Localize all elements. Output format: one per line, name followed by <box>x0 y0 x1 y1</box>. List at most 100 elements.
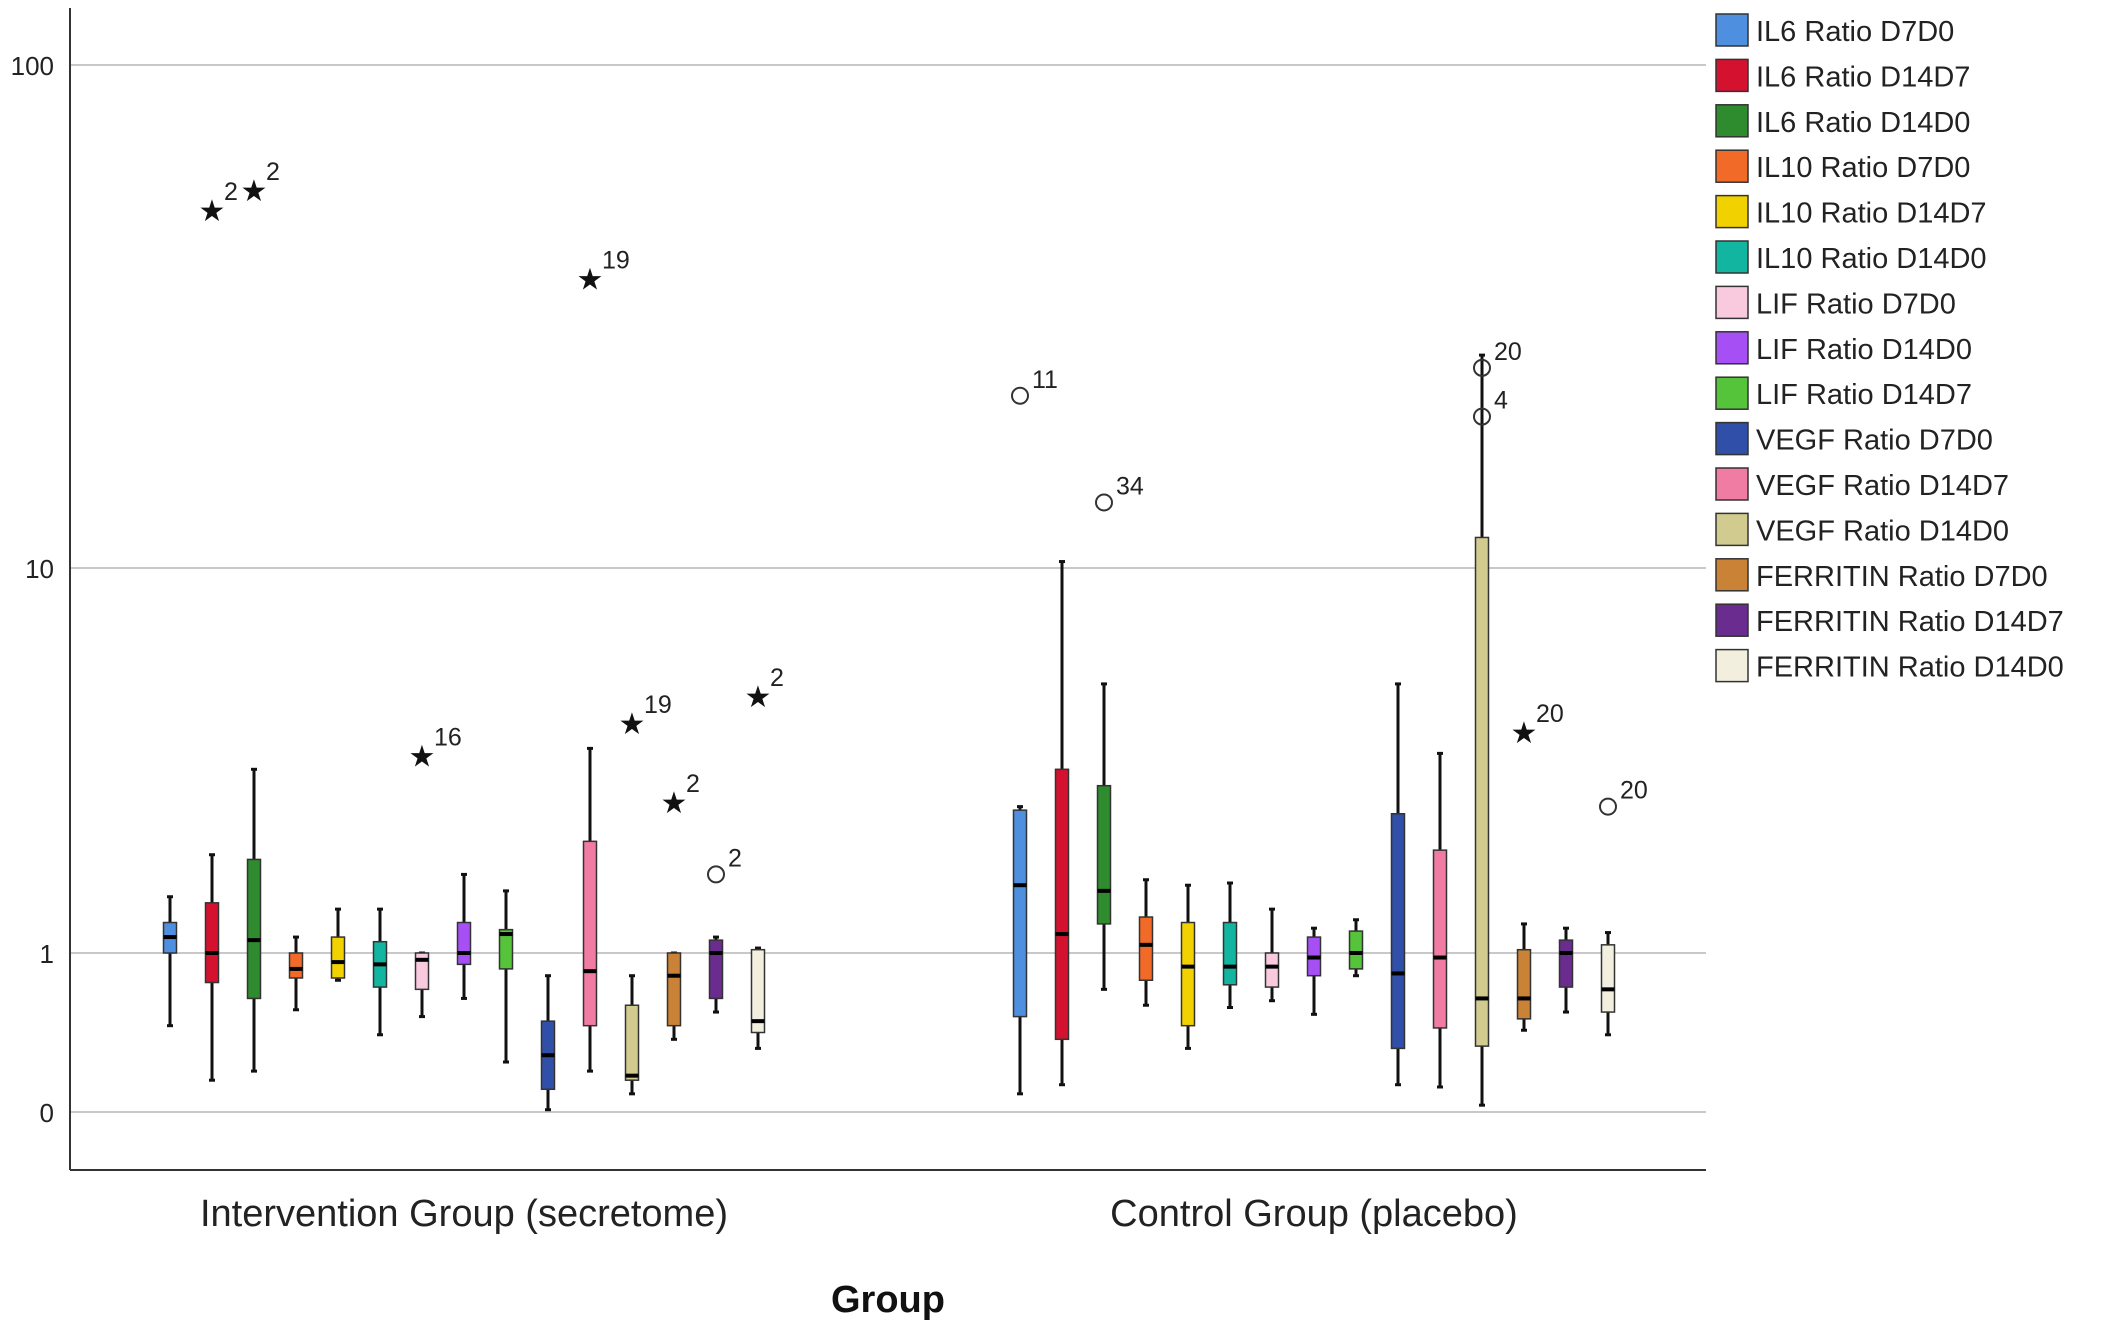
box-body <box>1600 944 1616 1013</box>
legend-label: VEGF Ratio D14D7 <box>1756 470 2009 502</box>
legend-label: IL10 Ratio D14D0 <box>1756 243 1987 275</box>
legend-label: IL6 Ratio D14D7 <box>1756 61 1970 93</box>
box-ferritin-ratio-d14d0 <box>1600 931 1616 1037</box>
outlier-label: 2 <box>770 664 784 692</box>
box-body <box>1348 930 1364 970</box>
box-vegf-ratio-d7d0 <box>1390 682 1406 1087</box>
legend-item: LIF Ratio D7D0 <box>1715 285 1956 320</box>
outlier-label: 2 <box>686 770 700 798</box>
outlier-circle <box>1473 407 1491 426</box>
legend-label: LIF Ratio D7D0 <box>1756 288 1956 320</box>
outlier-star: ★ <box>199 195 226 228</box>
outlier-label: 19 <box>644 691 672 719</box>
box-ferritin-ratio-d7d0 <box>1516 922 1532 1032</box>
box-lif-ratio-d7d0 <box>1264 907 1280 1003</box>
legend-swatch <box>1715 467 1749 501</box>
box-ferritin-ratio-d14d0 <box>750 946 766 1050</box>
box-ferritin-ratio-d14d7 <box>1558 926 1574 1014</box>
legend-label: IL6 Ratio D14D0 <box>1756 107 1970 139</box>
outlier-label: 20 <box>1494 338 1522 366</box>
outlier-label: 2 <box>728 844 742 872</box>
box-il10-ratio-d14d0 <box>372 907 388 1037</box>
box-lif-ratio-d14d0 <box>1306 926 1322 1016</box>
box-body <box>708 939 724 1000</box>
box-il10-ratio-d7d0 <box>288 935 304 1012</box>
box-body <box>1516 948 1532 1020</box>
box-body <box>750 948 766 1034</box>
box-body <box>582 840 598 1027</box>
x-category-label: Intervention Group (secretome) <box>200 1193 728 1235</box>
outlier-label: 20 <box>1620 777 1648 805</box>
legend-item: IL10 Ratio D14D0 <box>1715 240 1987 275</box>
plot-area <box>162 353 1616 1112</box>
legend-label: IL10 Ratio D14D7 <box>1756 198 1987 230</box>
box-il6-ratio-d14d0 <box>1096 682 1112 991</box>
box-vegf-ratio-d14d7 <box>582 746 598 1073</box>
legend-label: FERRITIN Ratio D14D0 <box>1756 652 2064 684</box>
legend-item: VEGF Ratio D14D7 <box>1715 467 2009 502</box>
box-ferritin-ratio-d14d7 <box>708 935 724 1014</box>
outlier-label: 2 <box>266 158 280 186</box>
box-lif-ratio-d14d7 <box>1348 918 1364 978</box>
outlier-circle <box>707 865 725 884</box>
legend-label: LIF Ratio D14D0 <box>1756 334 1972 366</box>
box-body <box>1096 784 1112 925</box>
legend-label: FERRITIN Ratio D14D7 <box>1756 606 2064 638</box>
box-body <box>288 952 304 979</box>
gridlines <box>70 64 1706 1113</box>
legend-label: VEGF Ratio D7D0 <box>1756 425 1993 457</box>
outlier-circle <box>1095 493 1113 512</box>
legend-label: IL6 Ratio D7D0 <box>1756 16 1954 48</box>
outlier-label: 4 <box>1494 387 1508 415</box>
box-vegf-ratio-d14d7 <box>1432 751 1448 1089</box>
outlier-label: 19 <box>602 246 630 274</box>
box-il6-ratio-d7d0 <box>1012 805 1028 1096</box>
outlier-circle <box>1473 358 1491 377</box>
legend-item: IL10 Ratio D14D7 <box>1715 194 1987 230</box>
x-category-labels: Intervention Group (secretome) Control Gr… <box>200 1193 1518 1235</box>
box-lif-ratio-d14d0 <box>456 872 472 1000</box>
outlier-star: ★ <box>241 175 268 208</box>
x-axis-title: Group <box>831 1279 945 1321</box>
box-body <box>1222 921 1238 986</box>
legend-item: VEGF Ratio D7D0 <box>1715 421 1993 457</box>
box-vegf-ratio-d7d0 <box>540 974 556 1112</box>
outlier-star: ★ <box>745 681 772 714</box>
outlier-circle <box>1011 386 1029 405</box>
legend-label: VEGF Ratio D14D0 <box>1756 515 2009 547</box>
legend: IL6 Ratio D7D0 IL6 Ratio D14D7 IL6 Ratio D… <box>1715 13 2064 684</box>
box-body <box>414 952 430 991</box>
y-tick-label: 0 <box>40 1098 54 1128</box>
x-category-label: Control Group (placebo) <box>1110 1193 1518 1235</box>
legend-swatch <box>1715 58 1749 93</box>
legend-label: LIF Ratio D14D7 <box>1756 379 1972 411</box>
outlier-star: ★ <box>409 740 436 773</box>
legend-item: FERRITIN Ratio D14D0 <box>1715 648 2064 684</box>
box-il6-ratio-d7d0 <box>162 895 178 1028</box>
outlier-label: 20 <box>1536 700 1564 728</box>
box-lif-ratio-d7d0 <box>414 951 430 1019</box>
legend-item: IL10 Ratio D7D0 <box>1715 149 1970 184</box>
box-il10-ratio-d14d7 <box>330 907 346 982</box>
outlier-label: 11 <box>1032 366 1058 394</box>
legend-swatch <box>1715 285 1749 320</box>
outlier-star: ★ <box>577 263 604 296</box>
legend-swatch <box>1715 421 1749 456</box>
legend-item: LIF Ratio D14D0 <box>1715 331 1972 366</box>
legend-swatch <box>1715 512 1749 547</box>
legend-label: IL10 Ratio D7D0 <box>1756 152 1970 184</box>
box-body <box>1558 939 1574 988</box>
outlier-star: ★ <box>661 787 688 820</box>
legend-swatch <box>1715 104 1749 138</box>
box-il6-ratio-d14d0 <box>246 767 262 1073</box>
legend-swatch <box>1715 648 1749 683</box>
legend-swatch <box>1715 194 1749 229</box>
box-body <box>1432 849 1448 1029</box>
box-body <box>498 928 514 970</box>
legend-item: IL6 Ratio D14D7 <box>1715 58 1970 93</box>
box-body <box>1138 916 1154 982</box>
box-il10-ratio-d14d0 <box>1222 881 1238 1010</box>
box-vegf-ratio-d14d0 <box>1474 353 1490 1107</box>
